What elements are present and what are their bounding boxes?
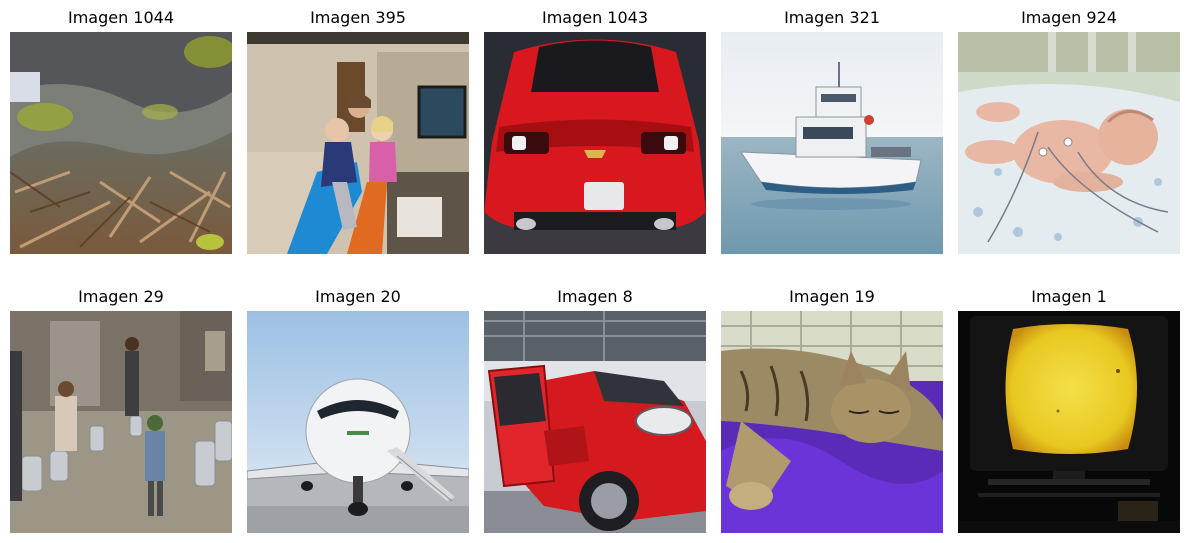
image-title: Imagen 8 (557, 287, 633, 306)
street-milk-cans-people-photo (10, 311, 232, 533)
image-title: Imagen 29 (78, 287, 164, 306)
rock-moss-leaf-litter-photo (10, 32, 232, 254)
image-title: Imagen 395 (310, 8, 406, 27)
newborn-baby-photo (958, 32, 1180, 254)
children-on-slide-photo (247, 32, 469, 254)
image-title: Imagen 19 (789, 287, 875, 306)
image-title: Imagen 1 (1031, 287, 1107, 306)
image-title: Imagen 321 (784, 8, 880, 27)
image-title: Imagen 924 (1021, 8, 1117, 27)
tabby-cat-sleeping-photo (721, 311, 943, 533)
red-car-open-door-photo (484, 311, 706, 533)
image-title: Imagen 20 (315, 287, 401, 306)
image-title: Imagen 1043 (541, 8, 649, 27)
glowing-tv-screen-photo (958, 311, 1180, 533)
image-title: Imagen 1044 (67, 8, 175, 27)
white-boat-on-sea-photo (721, 32, 943, 254)
red-sports-car-rear-photo (484, 32, 706, 254)
private-jet-front-photo (247, 311, 469, 533)
